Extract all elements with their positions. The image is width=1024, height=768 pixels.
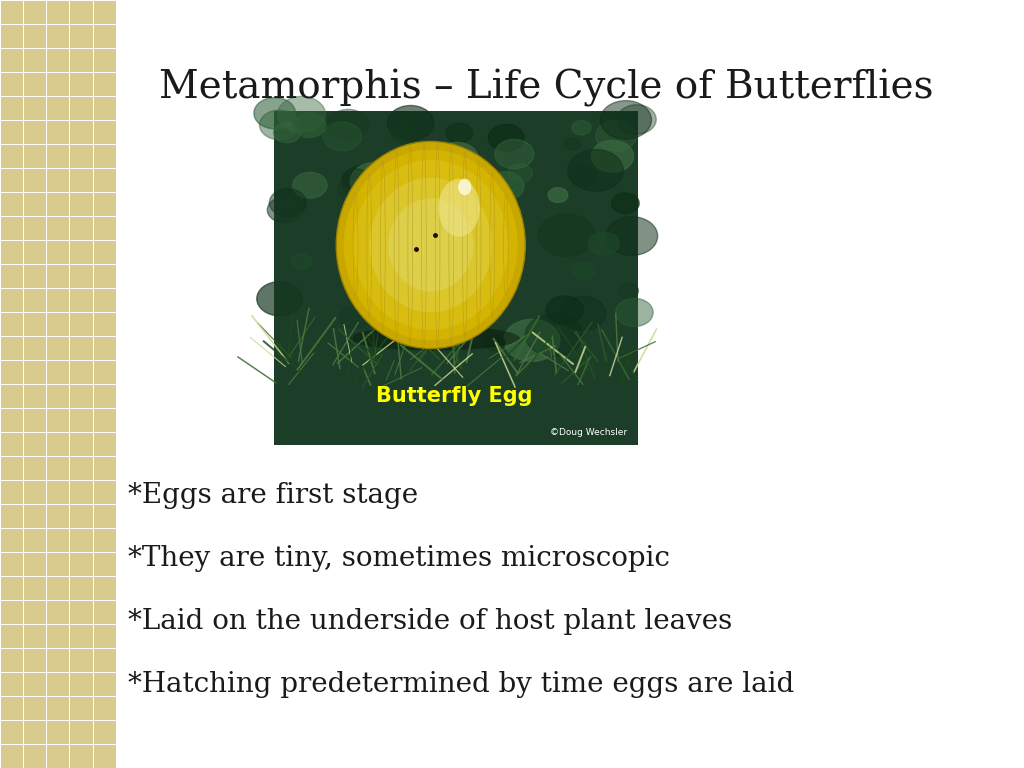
Circle shape [259, 110, 299, 140]
Circle shape [488, 124, 524, 151]
Circle shape [420, 332, 440, 347]
Circle shape [293, 113, 326, 137]
Circle shape [571, 121, 591, 135]
Text: Butterfly Egg: Butterfly Egg [376, 386, 532, 406]
Circle shape [617, 104, 656, 134]
Circle shape [591, 141, 634, 172]
Circle shape [600, 101, 651, 139]
Circle shape [328, 109, 369, 140]
Circle shape [495, 140, 534, 169]
Circle shape [560, 296, 605, 330]
Circle shape [387, 105, 434, 141]
Circle shape [350, 162, 401, 200]
Ellipse shape [438, 179, 480, 237]
Circle shape [323, 122, 361, 151]
Text: *Laid on the underside of host plant leaves: *Laid on the underside of host plant lea… [128, 607, 732, 635]
Circle shape [611, 193, 639, 214]
Circle shape [430, 283, 476, 316]
Ellipse shape [344, 150, 518, 340]
Text: *They are tiny, sometimes microscopic: *They are tiny, sometimes microscopic [128, 545, 670, 572]
Circle shape [278, 97, 326, 132]
Circle shape [525, 313, 583, 356]
Text: *Hatching predetermined by time eggs are laid: *Hatching predetermined by time eggs are… [128, 670, 795, 698]
Circle shape [359, 260, 396, 287]
Circle shape [570, 167, 596, 186]
Circle shape [390, 123, 418, 144]
Circle shape [504, 319, 560, 362]
Circle shape [546, 296, 584, 324]
Ellipse shape [370, 177, 493, 313]
Circle shape [508, 164, 532, 183]
Circle shape [435, 142, 478, 174]
Circle shape [572, 263, 596, 280]
Circle shape [379, 244, 407, 265]
Ellipse shape [353, 160, 508, 330]
Circle shape [339, 170, 386, 206]
Circle shape [446, 187, 473, 207]
Circle shape [618, 283, 638, 298]
Circle shape [589, 232, 620, 255]
Circle shape [447, 169, 478, 193]
Ellipse shape [458, 179, 471, 195]
Circle shape [446, 123, 473, 143]
Circle shape [452, 208, 475, 227]
Ellipse shape [336, 141, 525, 349]
Circle shape [615, 298, 653, 326]
Bar [274, 111, 638, 445]
Circle shape [370, 276, 416, 311]
Circle shape [486, 172, 524, 200]
Circle shape [596, 121, 636, 151]
Circle shape [341, 165, 387, 200]
Circle shape [273, 122, 300, 143]
Circle shape [380, 319, 410, 341]
Circle shape [254, 98, 296, 129]
Circle shape [385, 154, 431, 188]
Circle shape [340, 306, 371, 329]
Circle shape [419, 309, 454, 335]
Circle shape [568, 150, 624, 191]
Text: Metamorphis – Life Cycle of Butterflies: Metamorphis – Life Cycle of Butterflies [159, 69, 933, 108]
Ellipse shape [350, 326, 520, 351]
Ellipse shape [388, 198, 473, 292]
Circle shape [257, 282, 302, 316]
Circle shape [411, 262, 453, 293]
Circle shape [538, 214, 595, 257]
Text: *Eggs are first stage: *Eggs are first stage [128, 482, 418, 509]
Circle shape [563, 137, 581, 151]
Circle shape [269, 189, 306, 217]
Bar [0, 0, 116, 768]
Circle shape [291, 253, 312, 270]
Circle shape [293, 172, 327, 198]
Text: ©Doug Wechsler: ©Doug Wechsler [550, 429, 627, 438]
Circle shape [452, 263, 492, 293]
Circle shape [267, 197, 302, 223]
Circle shape [407, 270, 447, 301]
Circle shape [484, 336, 505, 351]
Circle shape [606, 217, 657, 256]
Circle shape [548, 187, 568, 203]
Circle shape [343, 169, 369, 188]
